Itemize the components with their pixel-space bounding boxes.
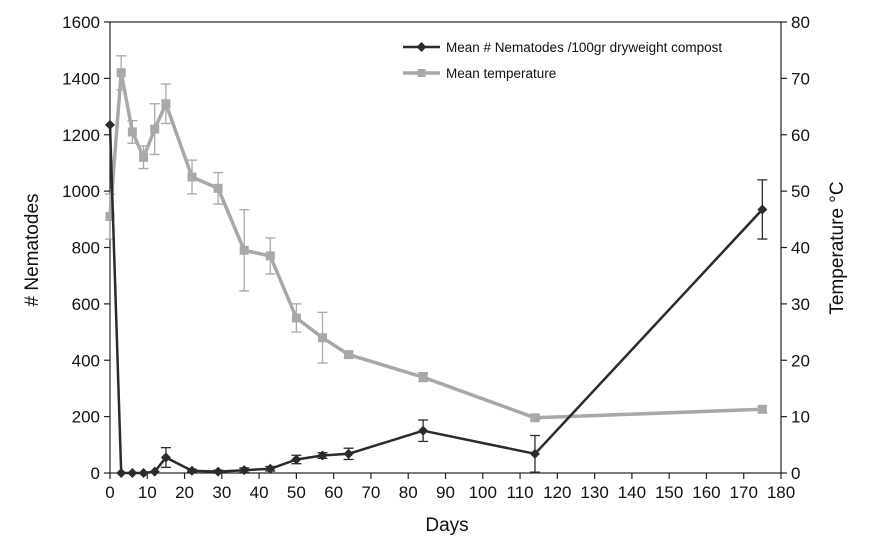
legend-label-nematodes: Mean # Nematodes /100gr dryweight compos… <box>446 40 722 55</box>
x-tick-label: 120 <box>543 483 571 502</box>
x-tick-label: 70 <box>361 483 380 502</box>
data-point-temperature <box>187 172 197 182</box>
legend: Mean # Nematodes /100gr dryweight compos… <box>403 40 722 81</box>
y-tick-label: 800 <box>72 239 100 258</box>
data-point-nematodes <box>187 465 198 476</box>
data-point-temperature <box>757 404 767 414</box>
series-line-temperature <box>108 70 763 420</box>
series-temperature <box>105 55 768 423</box>
y-tick-label: 1200 <box>62 126 100 145</box>
y2-tick-label: 0 <box>791 464 800 483</box>
y2-tick-label: 50 <box>791 182 810 201</box>
data-point-temperature <box>127 127 137 137</box>
data-point-nematodes <box>291 454 302 465</box>
y-axis-right: 0 10 20 30 40 50 60 70 80 <box>781 13 810 483</box>
x-tick-label: 80 <box>399 483 418 502</box>
x-tick-label: 110 <box>507 483 534 502</box>
y2-tick-label: 20 <box>791 351 810 370</box>
series-nematodes <box>105 119 768 478</box>
data-point-temperature <box>344 350 354 360</box>
data-point-nematodes <box>149 466 160 477</box>
data-point-nematodes <box>213 466 224 477</box>
data-point-temperature <box>530 413 540 423</box>
data-point-temperature <box>105 211 115 221</box>
data-point-temperature <box>161 99 171 109</box>
y-tick-label: 600 <box>72 295 100 314</box>
legend-marker-nematodes <box>416 42 427 52</box>
y-tick-label: 400 <box>72 351 100 370</box>
y2-axis-title: Temperature °C <box>827 181 848 314</box>
y2-tick-label: 60 <box>791 126 810 145</box>
data-point-temperature <box>265 251 275 261</box>
y2-tick-label: 40 <box>791 239 810 258</box>
y-tick-label: 0 <box>91 464 100 483</box>
data-point-temperature <box>116 68 126 78</box>
data-point-nematodes <box>529 448 540 459</box>
data-point-temperature <box>150 124 160 134</box>
x-tick-label: 50 <box>287 483 306 502</box>
data-point-nematodes <box>160 452 171 463</box>
x-tick-label: 10 <box>138 483 157 502</box>
plot-border <box>109 21 782 474</box>
data-point-temperature <box>139 152 149 162</box>
x-tick-label: 0 <box>105 483 114 502</box>
x-tick-label: 30 <box>212 483 231 502</box>
data-point-nematodes <box>127 468 138 478</box>
x-tick-label: 180 <box>767 483 795 502</box>
series-line-nematodes <box>108 124 764 475</box>
data-point-nematodes <box>239 465 250 476</box>
data-point-temperature <box>291 313 301 323</box>
x-tick-label: 100 <box>469 483 497 502</box>
data-point-nematodes <box>317 450 328 461</box>
data-point-temperature <box>239 245 249 255</box>
legend-label-temperature: Mean temperature <box>446 66 556 81</box>
data-point-temperature <box>317 333 327 343</box>
data-point-nematodes <box>105 119 115 130</box>
y2-tick-label: 30 <box>791 295 810 314</box>
x-axis: 0 10 20 30 40 50 60 70 80 90 100 110 120 130 140 150 160… <box>105 473 795 502</box>
x-tick-label: 150 <box>655 483 683 502</box>
x-tick-label: 140 <box>618 483 646 502</box>
series-layer <box>105 55 768 478</box>
x-tick-label: 170 <box>730 483 758 502</box>
x-axis-title: Days <box>425 515 468 536</box>
x-tick-label: 40 <box>250 483 269 502</box>
x-tick-label: 90 <box>436 483 455 502</box>
data-point-nematodes <box>757 204 768 215</box>
data-point-nematodes <box>343 448 354 459</box>
y-tick-label: 1600 <box>62 13 100 32</box>
x-tick-label: 160 <box>692 483 720 502</box>
x-tick-label: 130 <box>580 483 608 502</box>
plot-frame <box>109 21 782 474</box>
y2-tick-label: 80 <box>791 13 810 32</box>
data-point-nematodes <box>418 425 429 436</box>
y-axis-title: # Nematodes <box>22 193 43 306</box>
y2-tick-label: 10 <box>791 408 810 427</box>
x-tick-label: 20 <box>175 483 194 502</box>
x-tick-label: 60 <box>324 483 343 502</box>
data-point-temperature <box>418 372 428 382</box>
data-point-nematodes <box>138 468 149 478</box>
y-axis-left: 0 200 400 600 800 1000 1200 1400 1600 <box>62 13 110 483</box>
y2-tick-label: 70 <box>791 69 810 88</box>
y-tick-label: 1000 <box>62 182 100 201</box>
data-point-nematodes <box>265 463 276 474</box>
legend-marker-temperature <box>417 69 426 77</box>
data-point-temperature <box>213 183 223 193</box>
y-tick-label: 1400 <box>62 69 100 88</box>
y-tick-label: 200 <box>72 408 100 427</box>
data-point-nematodes <box>116 468 127 478</box>
